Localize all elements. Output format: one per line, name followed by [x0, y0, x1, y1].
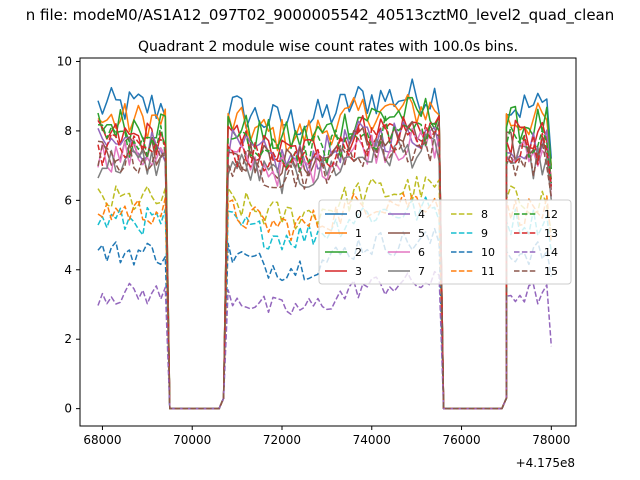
legend-label-1: 1: [355, 227, 362, 240]
legend-label-9: 9: [481, 227, 488, 240]
y-tick-label: 2: [64, 332, 72, 346]
legend-label-2: 2: [355, 246, 362, 259]
x-tick-label: 74000: [353, 433, 391, 447]
series-line-15: [97, 132, 553, 410]
plot-area: [97, 78, 553, 410]
legend-label-5: 5: [418, 227, 425, 240]
legend-label-11: 11: [481, 265, 495, 278]
x-offset-label: +4.175e8: [516, 456, 575, 470]
y-tick-label: 4: [64, 263, 72, 277]
y-tick-label: 6: [64, 193, 72, 207]
legend-label-4: 4: [418, 208, 425, 221]
y-tick-label: 8: [64, 124, 72, 138]
chart-title: Quadrant 2 module wise count rates with …: [138, 39, 518, 55]
legend-label-0: 0: [355, 208, 362, 221]
legend-label-6: 6: [418, 246, 425, 259]
legend-label-12: 12: [544, 208, 558, 221]
x-tick-label: 72000: [263, 433, 301, 447]
legend-label-3: 3: [355, 265, 362, 278]
x-tick-label: 70000: [173, 433, 211, 447]
x-tick-label: 78000: [532, 433, 570, 447]
y-tick-label: 0: [64, 402, 72, 416]
x-tick-label: 76000: [442, 433, 480, 447]
legend-label-14: 14: [544, 246, 558, 259]
legend-box: [318, 199, 572, 285]
legend-label-10: 10: [481, 246, 495, 259]
figure-suptitle: n file: modeM0/AS1A12_097T02_9000005542_…: [26, 6, 615, 25]
axes-frame: [79, 57, 577, 427]
legend-label-13: 13: [544, 227, 558, 240]
y-tick-label: 10: [57, 54, 72, 68]
legend-label-15: 15: [544, 265, 558, 278]
x-tick-label: 68000: [83, 433, 121, 447]
legend-label-8: 8: [481, 208, 488, 221]
series-line-14: [97, 270, 553, 410]
legend-label-7: 7: [418, 265, 425, 278]
